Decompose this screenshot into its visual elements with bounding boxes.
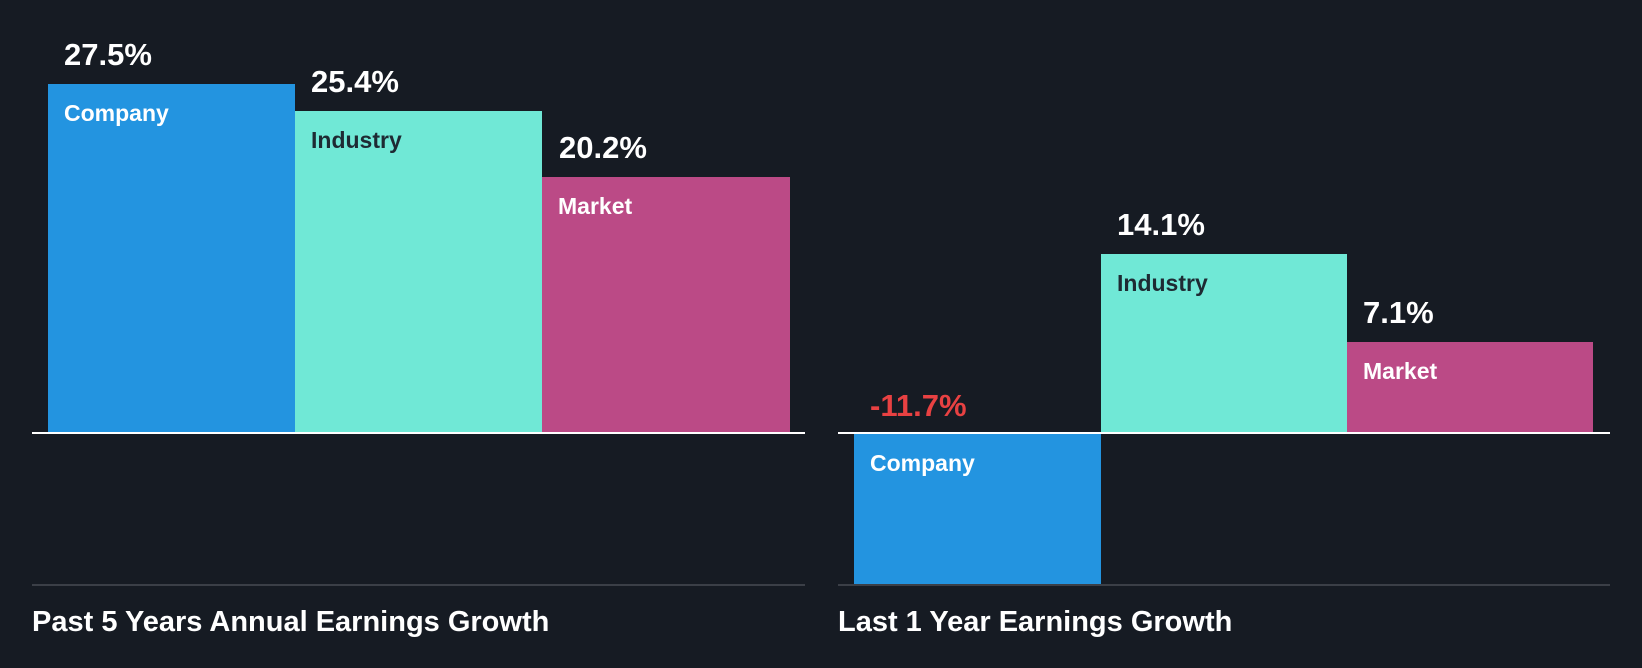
bar-company: Company [48, 84, 295, 432]
bar-label-market: Market [558, 193, 633, 219]
bar-label-company: Company [870, 450, 975, 476]
zero-baseline [32, 432, 805, 434]
value-company: 27.5% [64, 37, 152, 72]
zero-baseline [838, 432, 1610, 434]
bar-industry: Industry [295, 111, 542, 432]
value-industry: 14.1% [1117, 207, 1205, 242]
chart-title: Past 5 Years Annual Earnings Growth [32, 606, 550, 638]
bar-market: Market [1347, 342, 1593, 432]
value-company: -11.7% [870, 388, 967, 423]
value-market: 20.2% [559, 130, 647, 165]
bar-industry: Industry [1101, 254, 1347, 432]
bottom-divider [838, 584, 1610, 586]
bar-label-industry: Industry [311, 127, 402, 153]
bar-label-industry: Industry [1117, 270, 1208, 296]
value-industry: 25.4% [311, 64, 399, 99]
bar-label-company: Company [64, 100, 169, 126]
value-market: 7.1% [1363, 295, 1434, 330]
bar-label-market: Market [1363, 358, 1438, 384]
chart-title: Last 1 Year Earnings Growth [838, 606, 1233, 638]
bar-market: Market [542, 177, 790, 432]
bar-company: Company [854, 434, 1101, 584]
bottom-divider [32, 584, 805, 586]
